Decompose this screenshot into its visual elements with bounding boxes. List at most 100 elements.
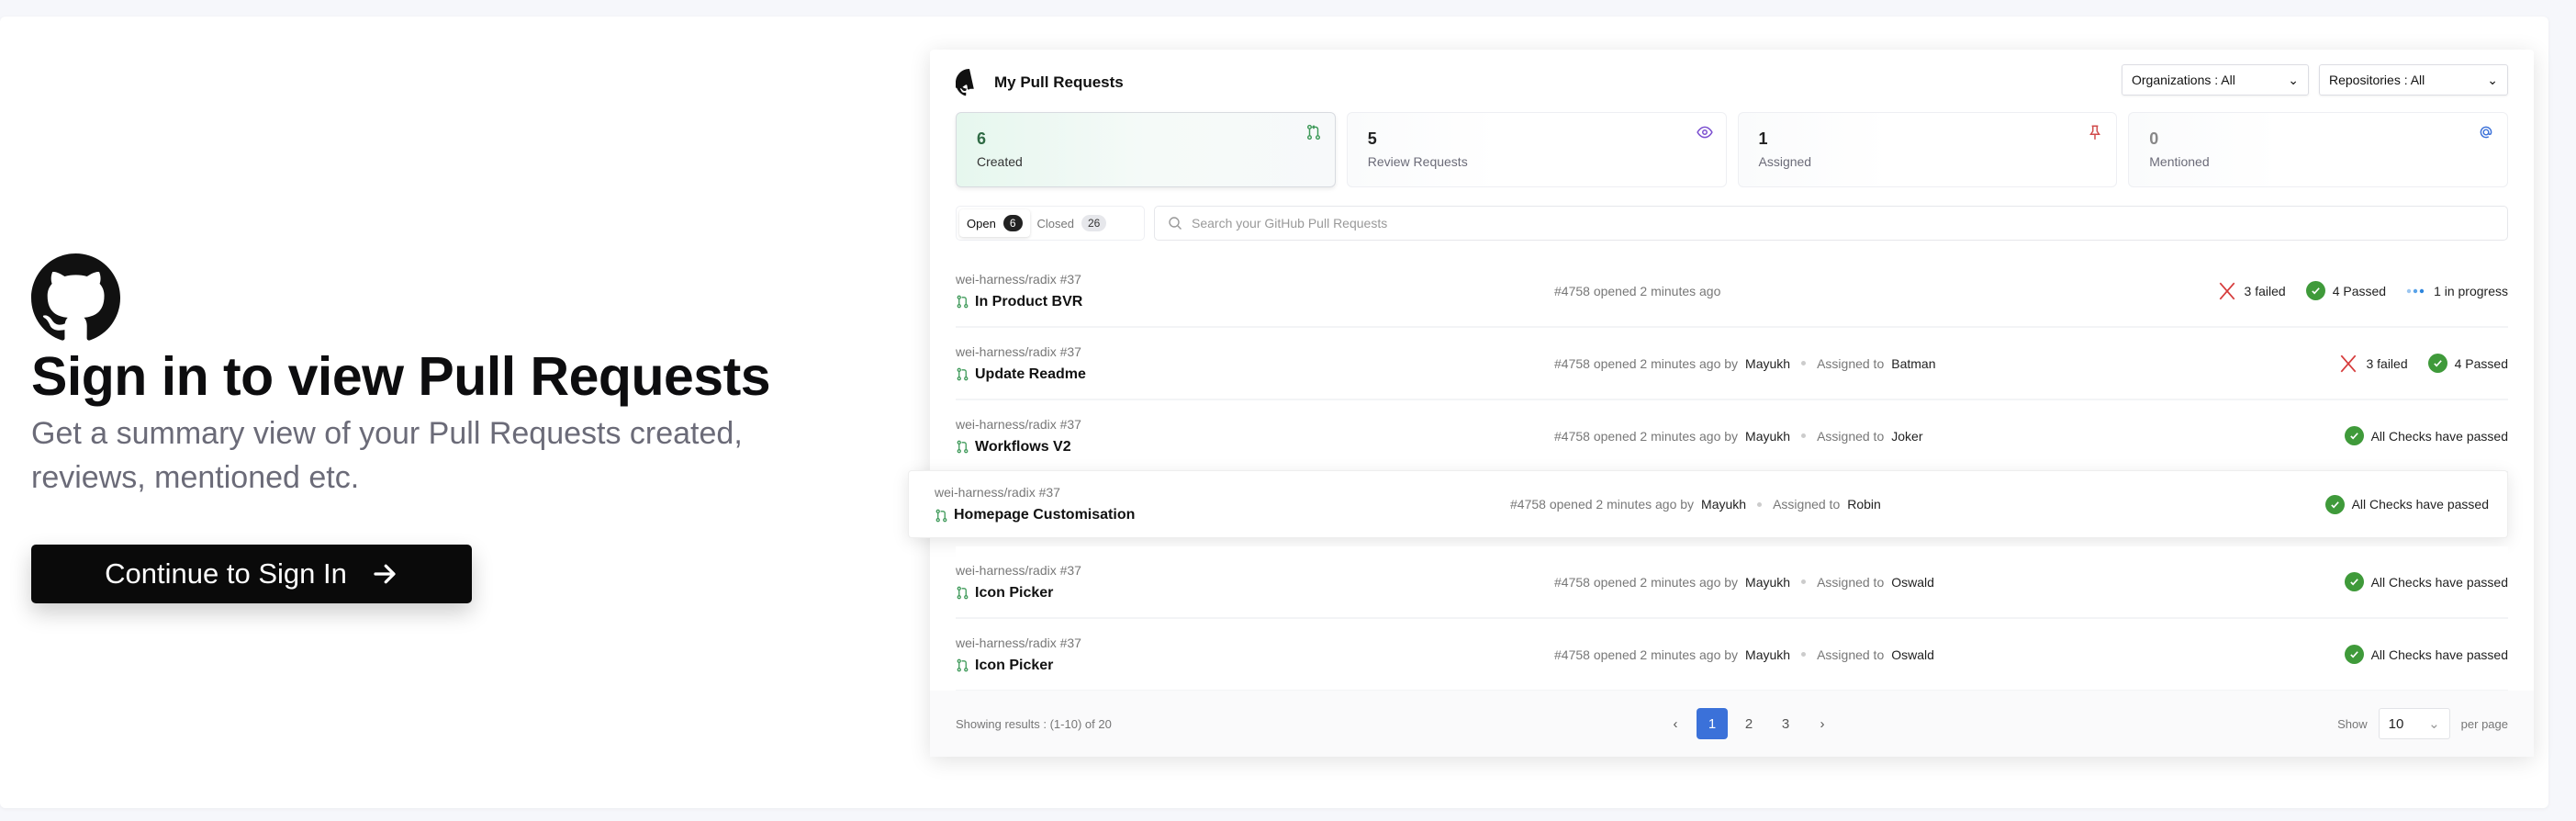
per-page-select[interactable]: 10 ⌄ <box>2378 708 2450 739</box>
passed-checks: All Checks have passed <box>2344 645 2508 664</box>
pr-title[interactable]: Icon Picker <box>975 657 1054 673</box>
pr-title[interactable]: Homepage Customisation <box>954 507 1136 523</box>
pull-request-icon <box>957 440 969 454</box>
prev-page-button[interactable]: ‹ <box>1673 715 1678 732</box>
pr-title[interactable]: In Product BVR <box>975 293 1083 309</box>
page-title: Sign in to view Pull Requests <box>31 346 771 407</box>
failed-label: 3 failed <box>2244 283 2286 298</box>
pull-request-row[interactable]: wei-harness/radix #37 Workflows V2 #4758 o… <box>956 400 2508 473</box>
signin-panel: Sign in to view Pull Requests Get a summ… <box>0 17 2548 808</box>
tab-open[interactable]: Open 6 <box>959 209 1030 237</box>
stat-count: 5 <box>1367 129 1377 148</box>
pull-request-row[interactable]: wei-harness/radix #37 Update Readme #4758 … <box>956 328 2508 400</box>
pr-author[interactable]: Mayukh <box>1745 355 1791 371</box>
stat-count: 0 <box>2149 129 2159 148</box>
pr-assignee[interactable]: Oswald <box>1891 574 1934 590</box>
pr-assignee[interactable]: Oswald <box>1891 647 1934 662</box>
chevron-down-icon: ⌄ <box>2288 72 2299 87</box>
state-tabs: Open 6 Closed 26 <box>956 206 1145 241</box>
at-icon <box>2480 126 2492 139</box>
continue-sign-in-button[interactable]: Continue to Sign In <box>31 545 472 603</box>
stat-label: Mentioned <box>2149 154 2210 169</box>
stat-mentioned[interactable]: 0 Mentioned <box>2128 112 2508 187</box>
show-label: Show <box>2337 716 2368 731</box>
repo-filter-value: Repositories : All <box>2329 73 2425 87</box>
pull-request-row[interactable]: wei-harness/radix #37 Icon Picker #4758 op… <box>956 546 2508 619</box>
passed-label: All Checks have passed <box>2370 574 2508 590</box>
repositories-dropdown[interactable]: Repositories : All ⌄ <box>2319 64 2508 96</box>
per-page-value: 10 <box>2388 715 2404 732</box>
pr-repo: wei-harness/radix #37 <box>956 562 1081 578</box>
pull-request-row[interactable]: wei-harness/radix #37 In Product BVR #4758… <box>956 255 2508 328</box>
pr-title[interactable]: Icon Picker <box>975 584 1054 601</box>
card-title: My Pull Requests <box>994 73 1124 91</box>
pr-assignee[interactable]: Joker <box>1891 428 1923 444</box>
pr-author[interactable]: Mayukh <box>1745 647 1791 662</box>
x-failed-icon <box>2341 354 2357 372</box>
pr-repo: wei-harness/radix #37 <box>956 271 1081 287</box>
pr-assignee[interactable]: Batman <box>1891 355 1936 371</box>
chevron-down-icon: ⌄ <box>2487 72 2498 87</box>
tab-label: Closed <box>1036 216 1074 231</box>
search-box <box>1154 206 2508 241</box>
pr-meta: #4758 opened 2 minutes ago by <box>1554 574 1739 590</box>
pr-assignee[interactable]: Robin <box>1847 497 1881 512</box>
github-icon <box>956 69 974 96</box>
stat-created[interactable]: 6 Created <box>956 112 1336 187</box>
assigned-label: Assigned to <box>1773 497 1841 512</box>
eye-icon <box>1696 126 1713 139</box>
failed-checks: 3 failed <box>2338 354 2408 374</box>
pull-request-icon <box>957 586 969 600</box>
passed-label: All Checks have passed <box>2370 428 2508 444</box>
pr-repo: wei-harness/radix #37 <box>956 416 1081 432</box>
pr-meta: #4758 opened 2 minutes ago <box>1554 283 1721 298</box>
stat-assigned[interactable]: 1 Assigned <box>1737 112 2118 187</box>
pr-author[interactable]: Mayukh <box>1745 428 1791 444</box>
pr-title[interactable]: Workflows V2 <box>975 438 1071 455</box>
check-passed-icon <box>2344 426 2364 445</box>
stat-label: Created <box>977 154 1023 169</box>
tab-closed[interactable]: Closed 26 <box>1030 209 1114 237</box>
pr-meta: #4758 opened 2 minutes ago by <box>1554 355 1739 371</box>
org-filter-value: Organizations : All <box>2132 73 2235 87</box>
pagination-footer: Showing results : (1-10) of 20 ‹ 1 2 3 ›… <box>930 691 2534 757</box>
page-2-button[interactable]: 2 <box>1744 715 1753 732</box>
check-passed-icon <box>2305 281 2325 300</box>
check-passed-icon <box>2324 494 2345 514</box>
pr-meta: #4758 opened 2 minutes ago by <box>1554 647 1739 662</box>
page-1-button[interactable]: 1 <box>1697 708 1728 739</box>
next-page-button[interactable]: › <box>1820 715 1825 732</box>
failed-checks: 3 failed <box>2217 281 2286 301</box>
check-passed-icon <box>2344 572 2364 591</box>
pr-meta: #4758 opened 2 minutes ago by <box>1554 428 1739 444</box>
assigned-label: Assigned to <box>1817 574 1885 590</box>
pull-request-row[interactable]: wei-harness/radix #37 Homepage Customisat… <box>908 470 2508 538</box>
pr-author[interactable]: Mayukh <box>1701 497 1747 512</box>
search-input[interactable] <box>1192 216 2494 231</box>
pr-title[interactable]: Update Readme <box>975 366 1086 382</box>
failed-label: 3 failed <box>2366 355 2408 371</box>
assigned-label: Assigned to <box>1817 647 1885 662</box>
pr-author[interactable]: Mayukh <box>1745 574 1791 590</box>
tab-label: Open <box>967 216 996 231</box>
check-passed-icon <box>2427 354 2447 373</box>
stat-review-requests[interactable]: 5 Review Requests <box>1346 112 1727 187</box>
search-icon <box>1169 217 1182 230</box>
organizations-dropdown[interactable]: Organizations : All ⌄ <box>2122 64 2309 96</box>
passed-label: All Checks have passed <box>2351 497 2489 512</box>
pagination: ‹ 1 2 3 › <box>1660 708 1838 739</box>
count-badge: 6 <box>1002 215 1023 231</box>
passed-checks: All Checks have passed <box>2344 426 2508 445</box>
stats-row: 6 Created 5 Review Requests 1 Assigned 0… <box>956 112 2508 187</box>
separator-dot <box>1757 501 1763 507</box>
in-progress-checks: 1 in progress <box>2406 284 2508 298</box>
pull-request-icon <box>1306 124 1320 141</box>
pull-request-row[interactable]: wei-harness/radix #37 Icon Picker #4758 op… <box>956 619 2508 692</box>
count-badge: 26 <box>1081 215 1107 231</box>
passed-checks: All Checks have passed <box>2324 494 2489 514</box>
separator-dot <box>1801 361 1807 366</box>
arrow-right-icon <box>374 564 396 584</box>
page-3-button[interactable]: 3 <box>1781 715 1790 732</box>
chevron-down-icon: ⌄ <box>2428 716 2440 732</box>
check-passed-icon <box>2344 645 2364 664</box>
